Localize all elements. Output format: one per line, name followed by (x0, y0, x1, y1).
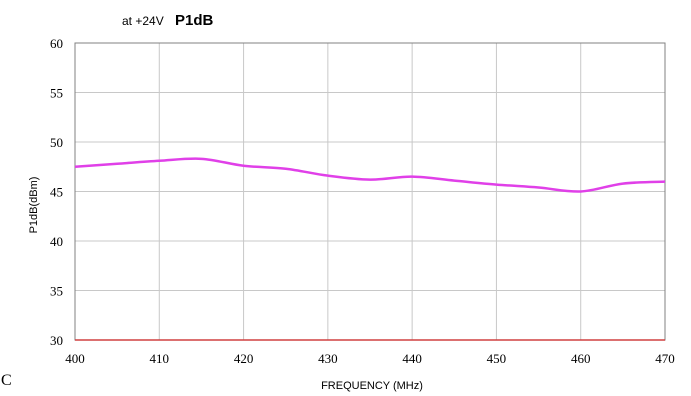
x-tick-label: 450 (487, 351, 507, 366)
chart-title: P1dB (175, 12, 214, 29)
y-tick-label: 60 (50, 36, 63, 51)
x-tick-label: 440 (402, 351, 422, 366)
grid-lines (75, 43, 665, 340)
x-tick-label: 470 (655, 351, 675, 366)
x-tick-label: 460 (571, 351, 591, 366)
x-tick-label: 420 (234, 351, 254, 366)
y-axis-label: P1dB(dBm) (28, 177, 40, 234)
y-tick-label: 55 (50, 86, 63, 101)
chart-subtitle: at +24V (122, 14, 164, 28)
y-tick-label: 30 (50, 333, 63, 348)
series-line-0 (74, 157, 666, 193)
x-axis-ticks: 400 410 420 430 440 450 460 470 (65, 351, 675, 366)
x-tick-label: 430 (318, 351, 338, 366)
x-tick-label: 400 (65, 351, 85, 366)
y-axis-ticks: 30 35 40 45 50 55 60 (50, 36, 63, 348)
x-axis-label: FREQUENCY (MHz) (321, 380, 423, 392)
y-tick-label: 40 (50, 234, 63, 249)
x-tick-label: 410 (150, 351, 170, 366)
y-tick-label: 50 (50, 135, 63, 150)
stray-mark: C (1, 372, 12, 389)
y-tick-label: 45 (50, 185, 63, 200)
y-tick-label: 35 (50, 284, 63, 299)
series-group (74, 157, 666, 193)
